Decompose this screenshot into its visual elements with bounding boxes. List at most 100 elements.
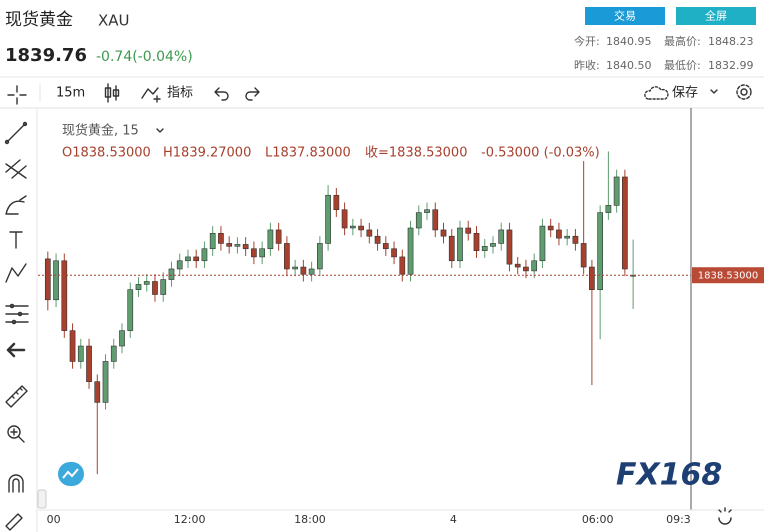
fib-tool[interactable] [5,159,27,179]
x-tick-label: 06:00 [582,513,614,526]
trade-button[interactable] [585,7,665,25]
stat-label: 最高价: [664,34,701,48]
undo-button[interactable] [214,87,229,101]
x-tick-label: 09:3 [666,513,691,526]
candle-body [465,227,472,234]
candle-body [391,248,397,258]
candle-body [341,209,348,229]
candle-body [160,279,167,295]
candle-body [251,248,257,258]
candle-body [275,229,282,244]
candle-body [407,227,414,275]
candle-body [506,229,513,265]
fullscreen-button-label[interactable]: 全屏 [705,9,727,23]
candle-body [580,243,587,268]
x-tick-label: 00 [47,513,61,526]
candle-body [432,209,439,231]
stat-label: 今开: [574,34,600,48]
candle-body [135,284,142,290]
stat-label: 最低价: [664,59,701,72]
stat-value: 1832.99 [708,59,754,72]
trend-line-tool[interactable] [4,121,28,145]
fullscreen-button[interactable] [676,7,756,25]
stat-value: 1840.50 [606,59,652,72]
candle-body [259,248,266,258]
candle-body [193,256,200,262]
stat-label: 昨收: [574,58,600,72]
candle-body [242,244,249,250]
panel-toggle[interactable] [37,489,47,509]
lock-tool[interactable] [5,513,23,531]
price-change: -0.74(-0.04%) [96,49,193,65]
candle-body [292,266,298,270]
legend-title: 现货黄金, 15 [62,123,139,139]
candle-body [325,194,331,244]
symbol-code: XAU [98,12,130,30]
drawing-tools [4,121,29,531]
candle-body [143,281,150,285]
ruler-tool[interactable] [5,385,28,408]
candle-body [605,205,612,213]
candle-body [539,225,546,262]
candle-body [267,229,274,250]
text-tool[interactable] [9,231,23,249]
trade-button-label[interactable]: 交易 [614,9,636,23]
candle-body [572,235,579,244]
cloud-icon[interactable] [644,86,669,100]
ohlc-legend: O1838.53000 H1839.27000 L1837.83000 收=18… [62,146,600,161]
last-price: 1839.76 [5,45,87,66]
pattern-tool[interactable] [5,263,27,283]
magnet-tool[interactable] [8,474,24,493]
prediction-tool[interactable] [5,303,29,325]
symbol-title: 现货黄金 [5,10,73,30]
indicators-button[interactable] [141,87,161,103]
interval-selector[interactable]: 15m [56,86,85,101]
legend-menu[interactable] [156,128,164,133]
brush-tool[interactable] [5,195,27,215]
legend-high: H1839.27000 [163,146,251,161]
indicators-label[interactable]: 指标 [167,86,193,101]
candle-body [119,330,125,347]
candle-body [152,281,158,295]
chart-style-button[interactable] [104,83,120,103]
candle-body [333,194,340,211]
candle-body [457,227,463,262]
zoom-tool[interactable] [7,425,25,443]
crosshair-tool[interactable] [7,85,27,105]
candle-body [622,176,628,270]
candle-body [234,244,241,247]
candle-body [44,258,51,301]
save-button[interactable]: 保存 [672,86,698,101]
redo-button[interactable] [245,87,260,101]
candle-body [69,330,76,362]
last-price-label: 1838.53000 [698,271,758,282]
candle-body [564,235,571,239]
candle-body [185,256,191,262]
legend-open: O1838.53000 [62,146,151,161]
candle-body [218,233,224,244]
candle-body [613,176,620,206]
legend-low: L1837.83000 [265,146,351,161]
last-price-tag [692,267,764,284]
x-tick-label: 12:00 [174,513,206,526]
legend-close: 收=1838.53000 [365,146,467,161]
candle-body [358,225,364,231]
logo-badge [58,462,84,486]
stat-value: 1848.23 [708,35,754,48]
candle-body [127,289,134,331]
candle-body [349,225,356,229]
candle-body [53,260,59,301]
settings-button[interactable] [736,84,752,100]
candle-body [547,225,554,231]
timezone-button[interactable] [718,507,732,525]
candle-body [86,345,92,382]
candle-body [300,266,307,275]
save-menu[interactable] [710,89,718,94]
candle-body [102,361,109,403]
candle-body [589,266,595,290]
candle-body [176,260,183,270]
candle-body [201,248,208,262]
back-tool[interactable] [6,342,26,358]
candle-body [209,233,216,250]
